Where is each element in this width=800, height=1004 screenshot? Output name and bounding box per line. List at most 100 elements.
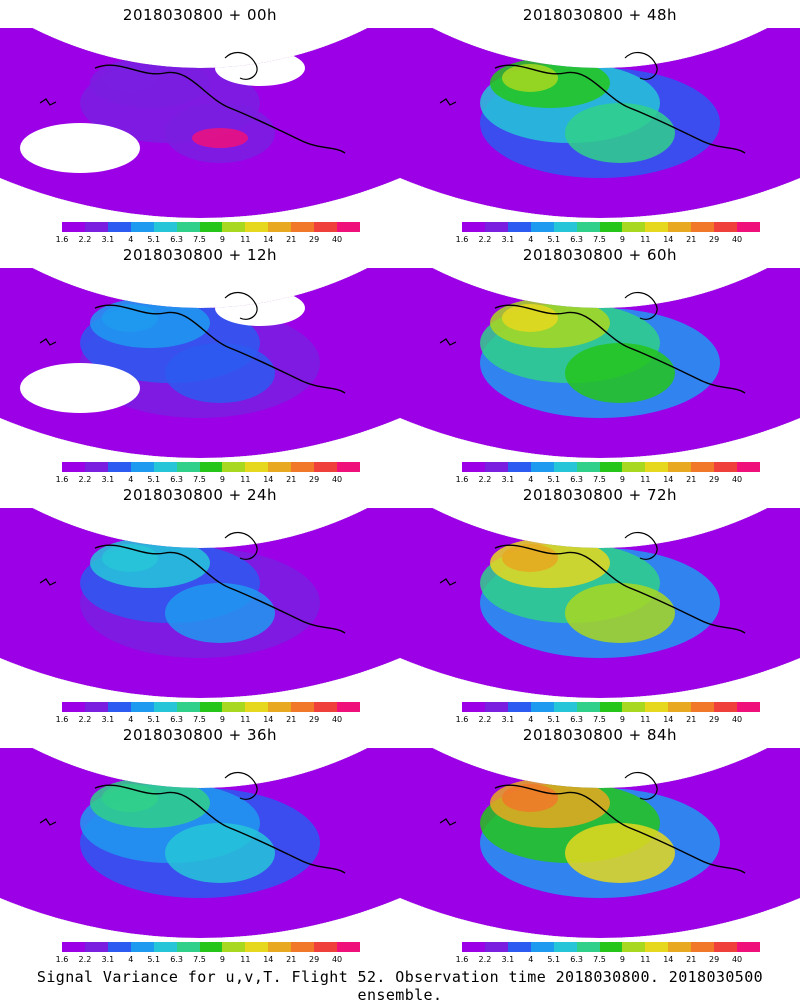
colorbar-swatch [245,462,269,472]
colorbar-tick-label: 2.2 [78,475,92,484]
colorbar [62,462,360,472]
variance-map [0,268,400,458]
colorbar-tick-label: 2.2 [478,235,492,244]
colorbar-tick-label: 11 [640,715,651,724]
colorbar-swatch [337,462,360,472]
colorbar-swatch [314,942,338,952]
colorbar-tick-label: 5.1 [547,475,561,484]
colorbar-swatch [176,702,200,712]
colorbar-swatch [62,942,85,952]
colorbar-swatch [337,942,360,952]
colorbar-tick-label: 5.1 [547,715,561,724]
colorbar-swatch [62,222,85,232]
colorbar-tick-label: 6.3 [570,955,583,964]
colorbar-swatch [62,702,85,712]
colorbar-tick-label: 9 [219,235,225,244]
colorbar-swatch [176,942,200,952]
colorbar-tick-label: 5.1 [147,475,161,484]
figure-caption: Signal Variance for u,v,T. Flight 52. Ob… [36,968,764,1004]
panel-title: 2018030800 + 36h [122,726,278,744]
colorbar-tick-label: 9 [219,715,225,724]
colorbar-swatch [291,702,315,712]
variance-map [400,748,800,938]
colorbar-swatch [268,702,292,712]
colorbar-tick-label: 2.2 [478,955,492,964]
colorbar-tick-label: 3.1 [501,955,515,964]
colorbar-swatch [107,462,131,472]
colorbar-tick-label: 3.1 [501,475,515,484]
colorbar-tick-label: 21 [686,235,697,244]
colorbar-tick-label: 29 [709,715,720,724]
colorbar-swatch [691,462,715,472]
colorbar-swatch [199,462,223,472]
colorbar-tick-label: 9 [619,955,625,964]
colorbar-swatch [245,702,269,712]
colorbar-swatch [314,702,338,712]
colorbar-swatch [599,222,623,232]
colorbar-tick-label: 9 [619,475,625,484]
colorbar-tick-label: 29 [309,475,320,484]
colorbar-tick-label: 40 [731,475,743,484]
colorbar-swatch [222,222,246,232]
colorbar-tick-label: 29 [309,235,320,244]
colorbar-swatch [462,222,485,232]
colorbar-ticks: 1.6 2.2 3.1 4 5.1 6.3 7.5 9 11 14 21 29 40 [56,235,360,245]
panel-title: 2018030800 + 00h [122,6,278,24]
colorbar-swatch [553,702,577,712]
map-panel: 2018030800 + 72h 1.6 2.2 3.1 4 5.1 6.3 7.5 9 11 14… [400,480,800,725]
colorbar-tick-label: 9 [619,715,625,724]
map-panel: 2018030800 + 36h 1.6 2.2 3.1 4 5.1 6.3 7.5 9 11 14… [0,720,400,965]
colorbar-tick-label: 4 [128,715,134,724]
colorbar-swatch [245,222,269,232]
colorbar-tick-label: 4 [128,475,134,484]
colorbar-tick-label: 7.5 [193,715,206,724]
colorbar-tick-label: 14 [263,955,274,964]
colorbar-tick-label: 4 [128,235,134,244]
colorbar-tick-label: 9 [219,955,225,964]
colorbar-tick-label: 5.1 [147,235,161,244]
colorbar-tick-label: 1.6 [455,715,469,724]
colorbar-swatch [599,942,623,952]
colorbar-tick-label: 40 [331,235,343,244]
colorbar-swatch [291,462,315,472]
colorbar-tick-label: 29 [709,955,720,964]
colorbar-swatch [576,702,600,712]
colorbar-swatch [668,702,692,712]
colorbar-swatch [622,462,646,472]
colorbar-swatch [268,942,292,952]
colorbar-swatch [199,222,223,232]
colorbar [462,942,760,952]
colorbar-tick-label: 9 [619,235,625,244]
colorbar-tick-label: 11 [240,235,251,244]
colorbar-swatch [576,222,600,232]
colorbar-tick-label: 9 [219,475,225,484]
colorbar-swatch [645,462,669,472]
colorbar-swatch [691,222,715,232]
colorbar-swatch [530,462,554,472]
colorbar-tick-label: 2.2 [78,235,92,244]
colorbar [462,702,760,712]
colorbar-swatch [130,702,154,712]
colorbar-swatch [737,222,760,232]
colorbar-swatch [668,462,692,472]
colorbar-tick-label: 14 [663,955,674,964]
colorbar-tick-label: 3.1 [501,235,515,244]
colorbar-swatch [645,702,669,712]
colorbar-swatch [507,462,531,472]
colorbar-tick-label: 4 [528,955,534,964]
colorbar-swatch [268,462,292,472]
colorbar-swatch [553,942,577,952]
colorbar-tick-label: 2.2 [78,955,92,964]
colorbar-tick-label: 1.6 [55,955,69,964]
colorbar-tick-label: 5.1 [147,955,161,964]
colorbar-tick-label: 1.6 [55,715,69,724]
colorbar-swatch [153,462,177,472]
colorbar-swatch [130,222,154,232]
map-panel: 2018030800 + 24h 1.6 2.2 3.1 4 5.1 6.3 7.5 9 11 14… [0,480,400,725]
colorbar-ticks: 1.6 2.2 3.1 4 5.1 6.3 7.5 9 11 14 21 29 40 [456,955,760,965]
colorbar-swatch [130,462,154,472]
variance-map [0,28,400,218]
colorbar-swatch [530,702,554,712]
colorbar-swatch [622,702,646,712]
colorbar-swatch [84,942,108,952]
